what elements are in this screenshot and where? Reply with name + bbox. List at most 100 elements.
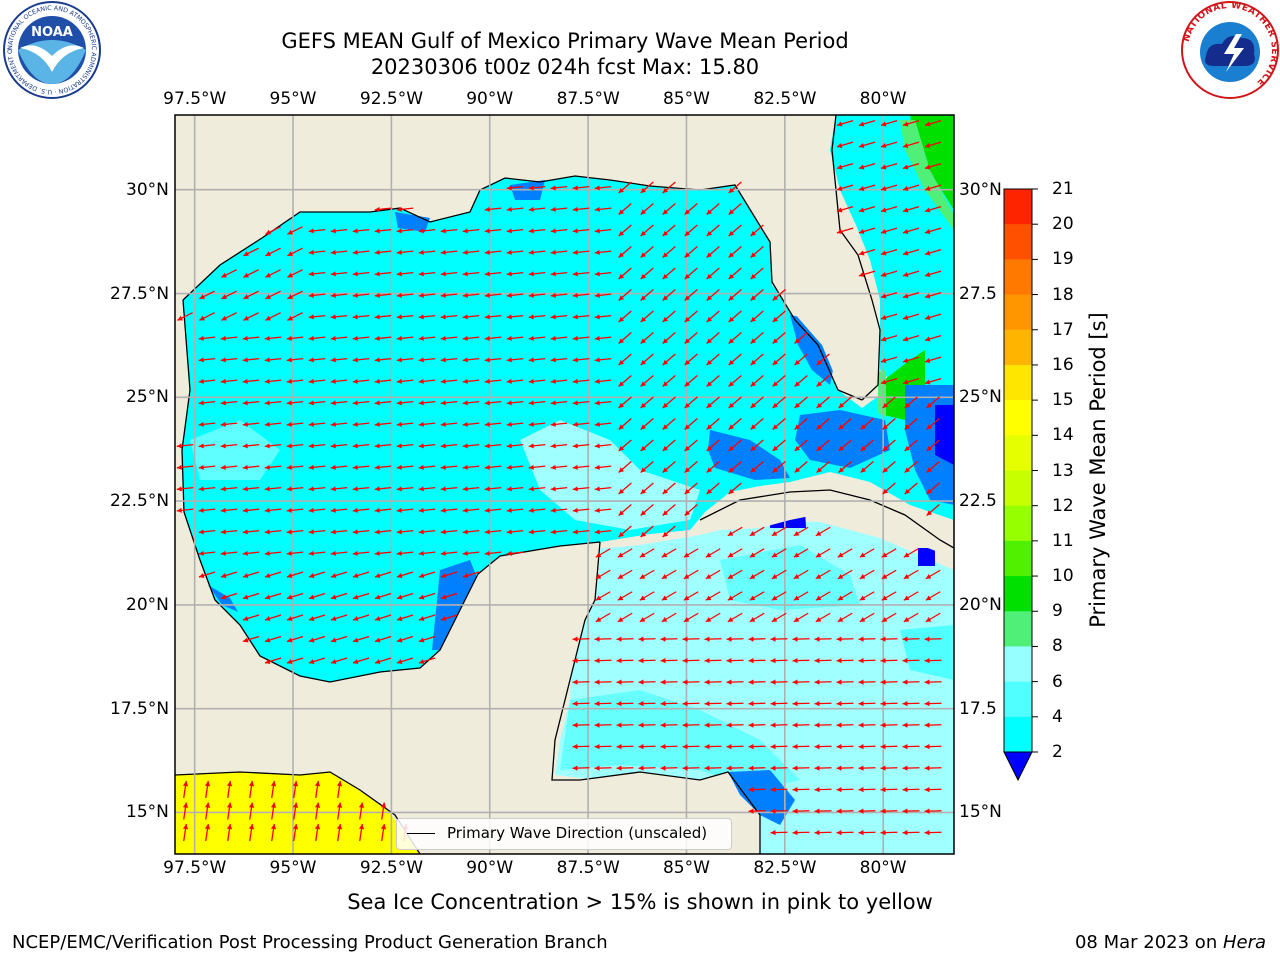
- wave-arrow: [640, 503, 654, 517]
- colorbar-extend-arrow: [1003, 751, 1033, 782]
- wave-arrow: [662, 181, 676, 194]
- wave-arrow: [572, 357, 590, 363]
- wave-arrow: [924, 205, 942, 213]
- wave-arrow: [792, 658, 810, 664]
- wave-arrow: [594, 421, 612, 427]
- wave-arrow: [308, 249, 326, 255]
- wave-arrow: [903, 569, 919, 580]
- wave-arrow: [770, 636, 788, 642]
- wave-arrow: [264, 635, 282, 643]
- lat-label-right: 17.5: [959, 698, 997, 719]
- wave-arrow: [418, 378, 436, 384]
- wave-arrow: [618, 417, 632, 431]
- wave-arrow: [617, 569, 633, 580]
- wave-arrow: [726, 701, 744, 707]
- wave-arrow: [706, 310, 720, 323]
- wave-arrow: [749, 612, 765, 623]
- wave-arrow: [264, 529, 282, 535]
- wave-arrow: [352, 421, 370, 427]
- wave-arrow: [308, 571, 326, 579]
- wave-arrow: [618, 353, 632, 366]
- colorbar-tick-label: 2: [1052, 742, 1063, 762]
- lon-label-bottom: 90°W: [466, 858, 514, 878]
- wave-arrow: [594, 292, 612, 298]
- wave-arrow: [902, 808, 920, 814]
- wave-arrow: [880, 119, 898, 127]
- svg-text:NOAA: NOAA: [31, 25, 73, 40]
- wave-arrow: [684, 439, 698, 452]
- wave-arrow: [572, 185, 590, 191]
- wave-arrow: [220, 550, 238, 556]
- wave-arrow: [484, 335, 502, 341]
- wave-arrow: [462, 400, 480, 406]
- wave-arrow: [418, 421, 436, 427]
- wave-arrow: [858, 765, 876, 771]
- wave-arrow: [859, 591, 875, 601]
- wave-arrow: [662, 439, 676, 452]
- wave-arrow: [242, 378, 260, 384]
- wave-arrow: [771, 526, 787, 537]
- wave-arrow: [902, 205, 920, 213]
- wave-arrow: [550, 292, 568, 298]
- wave-arrow: [330, 249, 348, 255]
- wave-arrow: [308, 529, 326, 535]
- wave-arrow: [352, 228, 370, 234]
- wave-arrow: [264, 443, 282, 449]
- wave-arrow: [814, 744, 832, 750]
- wave-arrow: [772, 460, 786, 474]
- wave-arrow: [748, 679, 766, 685]
- wave-arrow: [880, 248, 898, 256]
- wave-arrow: [639, 612, 655, 623]
- wave-arrow: [506, 443, 524, 449]
- wave-arrow: [750, 288, 764, 302]
- datestamp: 08 Mar 2023 on Hera: [1075, 932, 1266, 953]
- wave-arrow: [220, 529, 238, 535]
- wave-arrow: [572, 636, 590, 642]
- wave-arrow: [880, 701, 898, 707]
- wave-arrow: [902, 830, 920, 836]
- wave-arrow: [706, 202, 720, 216]
- wave-arrow: [794, 353, 808, 366]
- wave-arrow: [506, 249, 524, 255]
- wave-arrow: [352, 550, 370, 556]
- wave-arrow: [594, 185, 612, 191]
- wave-arrow: [660, 722, 678, 728]
- colorbar-tick-label: 9: [1052, 601, 1063, 622]
- wave-arrow: [352, 529, 370, 535]
- wave-arrow: [594, 486, 612, 492]
- wave-arrow: [506, 464, 524, 470]
- wave-arrow: [352, 357, 370, 363]
- wave-arrow: [484, 249, 502, 255]
- wave-arrow: [265, 247, 281, 257]
- wave-arrow: [639, 569, 655, 580]
- wave-arrow: [594, 507, 612, 513]
- wave-arrow: [771, 569, 787, 580]
- wave-arrow: [880, 162, 898, 170]
- wave-arrow: [660, 679, 678, 685]
- wave-arrow: [860, 417, 874, 431]
- wave-arrow: [396, 464, 414, 470]
- wave-arrow: [772, 439, 786, 452]
- wave-arrow: [484, 486, 502, 492]
- wave-arrow: [924, 313, 942, 320]
- wave-arrow: [440, 271, 458, 277]
- wave-arrow: [358, 823, 365, 842]
- wave-arrow: [661, 569, 677, 580]
- wave-arrow: [836, 141, 854, 148]
- colorbar-tick-label: 21: [1052, 179, 1074, 199]
- wave-arrow: [286, 529, 304, 535]
- map-frame: [174, 114, 955, 855]
- wave-arrow: [550, 529, 568, 535]
- wave-arrow: [572, 464, 590, 470]
- wave-arrow: [684, 417, 698, 431]
- wave-arrow: [616, 765, 634, 771]
- wave-arrow: [176, 464, 194, 470]
- wave-arrow: [682, 701, 700, 707]
- wave-arrow: [226, 823, 233, 842]
- wave-arrow: [902, 119, 920, 127]
- wave-arrow: [594, 722, 612, 728]
- wave-arrow: [336, 780, 343, 799]
- wave-arrow: [594, 314, 612, 320]
- wave-arrow: [662, 331, 676, 345]
- wave-arrow: [836, 658, 854, 664]
